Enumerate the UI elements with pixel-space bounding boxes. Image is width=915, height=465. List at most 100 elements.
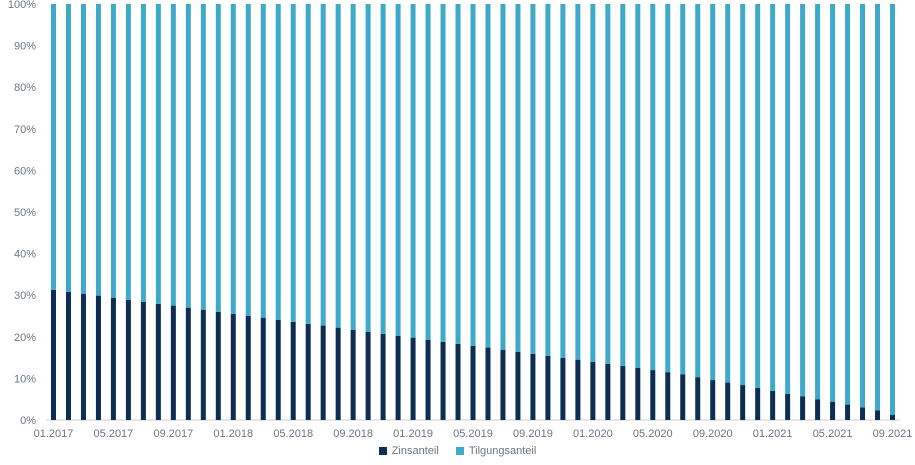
bar-zinsanteil xyxy=(695,377,701,420)
bar-zinsanteil xyxy=(245,316,251,420)
bar-zinsanteil xyxy=(350,329,356,420)
bar-zinsanteil xyxy=(80,293,86,420)
bar-tilgungsanteil xyxy=(515,4,521,352)
bar-zinsanteil xyxy=(800,396,806,420)
y-tick-label: 40% xyxy=(14,249,36,261)
bar-zinsanteil xyxy=(110,297,116,420)
bar-zinsanteil xyxy=(410,337,416,420)
y-tick-label: 70% xyxy=(14,124,36,136)
bar-zinsanteil xyxy=(485,347,491,420)
bar-zinsanteil xyxy=(860,407,866,420)
y-tick-label: 10% xyxy=(14,373,36,385)
bar-tilgungsanteil xyxy=(80,4,86,294)
bar-tilgungsanteil xyxy=(545,4,551,356)
bar-tilgungsanteil xyxy=(230,4,236,314)
bar-zinsanteil xyxy=(155,303,161,420)
bar-zinsanteil xyxy=(170,305,176,420)
bar-zinsanteil xyxy=(275,319,281,420)
bar-tilgungsanteil xyxy=(785,4,791,394)
legend-item-tilgungsanteil: Tilgungsanteil xyxy=(455,445,536,457)
bar-zinsanteil xyxy=(890,415,896,420)
bar-tilgungsanteil xyxy=(815,4,821,400)
x-tick-label: 01.2021 xyxy=(753,428,793,440)
bar-tilgungsanteil xyxy=(350,4,356,330)
bar-tilgungsanteil xyxy=(380,4,386,334)
x-tick-label: 01.2020 xyxy=(573,428,613,440)
bar-zinsanteil xyxy=(395,335,401,420)
x-tick-label: 09.2018 xyxy=(333,428,373,440)
x-tick-label: 09.2020 xyxy=(693,428,733,440)
bar-zinsanteil xyxy=(230,313,236,420)
bar-tilgungsanteil xyxy=(140,4,146,302)
bar-tilgungsanteil xyxy=(110,4,116,298)
bar-tilgungsanteil xyxy=(65,4,71,292)
y-tick-label: 80% xyxy=(14,82,36,94)
y-tick-label: 90% xyxy=(14,41,36,53)
bar-zinsanteil xyxy=(710,380,716,420)
bar-zinsanteil xyxy=(755,387,761,420)
bar-zinsanteil xyxy=(830,401,836,420)
y-tick-label: 100% xyxy=(8,0,36,11)
bar-zinsanteil xyxy=(470,345,476,420)
x-tick-label: 05.2021 xyxy=(813,428,853,440)
bar-zinsanteil xyxy=(560,358,566,420)
bar-tilgungsanteil xyxy=(530,4,536,354)
bars xyxy=(50,4,896,420)
bar-tilgungsanteil xyxy=(770,4,776,391)
bar-zinsanteil xyxy=(50,289,56,420)
bar-tilgungsanteil xyxy=(710,4,716,381)
bar-tilgungsanteil xyxy=(500,4,506,350)
x-tick-label: 05.2017 xyxy=(94,428,134,440)
bar-tilgungsanteil xyxy=(440,4,446,342)
bar-zinsanteil xyxy=(320,325,326,420)
bar-zinsanteil xyxy=(305,323,311,420)
x-tick-label: 05.2019 xyxy=(453,428,493,440)
bar-tilgungsanteil xyxy=(125,4,131,300)
bar-tilgungsanteil xyxy=(725,4,731,383)
bar-zinsanteil xyxy=(605,363,611,420)
bar-zinsanteil xyxy=(635,368,641,420)
bar-tilgungsanteil xyxy=(695,4,701,378)
bar-zinsanteil xyxy=(140,301,146,420)
x-tick-label: 09.2019 xyxy=(513,428,553,440)
bar-tilgungsanteil xyxy=(245,4,251,316)
bar-tilgungsanteil xyxy=(290,4,296,322)
bar-zinsanteil xyxy=(215,311,221,420)
y-tick-label: 50% xyxy=(14,207,36,219)
bar-tilgungsanteil xyxy=(200,4,206,310)
bar-tilgungsanteil xyxy=(665,4,671,373)
bar-zinsanteil xyxy=(815,399,821,420)
bar-tilgungsanteil xyxy=(755,4,761,388)
bar-zinsanteil xyxy=(545,355,551,420)
bar-tilgungsanteil xyxy=(170,4,176,306)
bar-tilgungsanteil xyxy=(830,4,836,402)
bar-tilgungsanteil xyxy=(575,4,581,360)
bar-tilgungsanteil xyxy=(275,4,281,320)
x-tick-label: 01.2018 xyxy=(213,428,253,440)
bar-tilgungsanteil xyxy=(740,4,746,386)
bar-tilgungsanteil xyxy=(485,4,491,348)
bar-tilgungsanteil xyxy=(320,4,326,326)
bar-zinsanteil xyxy=(770,390,776,420)
bar-tilgungsanteil xyxy=(845,4,851,405)
bar-tilgungsanteil xyxy=(395,4,401,336)
bar-tilgungsanteil xyxy=(560,4,566,359)
bar-zinsanteil xyxy=(620,365,626,420)
bar-tilgungsanteil xyxy=(635,4,641,368)
bar-tilgungsanteil xyxy=(365,4,371,332)
bar-zinsanteil xyxy=(455,343,461,420)
bar-tilgungsanteil xyxy=(650,4,656,371)
bar-zinsanteil xyxy=(200,309,206,420)
bar-tilgungsanteil xyxy=(425,4,431,340)
bar-zinsanteil xyxy=(185,307,191,420)
bar-zinsanteil xyxy=(335,327,341,420)
bar-tilgungsanteil xyxy=(260,4,266,318)
x-tick-label: 01.2017 xyxy=(34,428,74,440)
legend-swatch-tilgungsanteil xyxy=(455,447,464,455)
bar-tilgungsanteil xyxy=(215,4,221,312)
bar-zinsanteil xyxy=(125,299,131,420)
y-tick-label: 20% xyxy=(14,332,36,344)
bar-tilgungsanteil xyxy=(470,4,476,346)
legend-item-zinsanteil: Zinsanteil xyxy=(378,445,439,457)
bar-tilgungsanteil xyxy=(410,4,416,338)
